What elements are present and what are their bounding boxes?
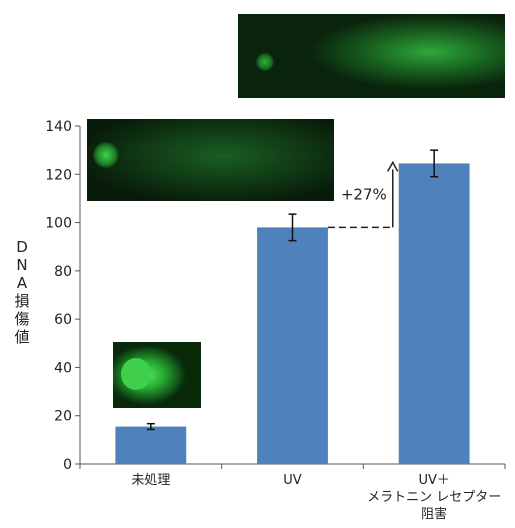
y-tick-label: 60 — [54, 312, 72, 328]
arrow-head — [387, 160, 399, 172]
y-tick-label: 40 — [54, 360, 72, 376]
comet-image-uv — [87, 119, 334, 201]
x-category-label: UV＋ — [418, 473, 449, 488]
bar — [115, 426, 187, 464]
y-tick-label: 20 — [54, 409, 72, 425]
y-axis-label-char: D — [16, 238, 28, 256]
comet-image-untreated — [113, 342, 201, 408]
y-tick-label: 140 — [45, 119, 72, 135]
increase-percent-label: +27% — [341, 185, 387, 203]
x-category-label: メラトニン レセプター — [367, 490, 501, 505]
y-tick-label: 120 — [45, 167, 72, 183]
y-axis-label-char: 傷 — [14, 310, 29, 328]
x-category-label: UV — [283, 473, 302, 488]
y-axis-label-char: 値 — [14, 328, 29, 346]
y-axis-label-char: A — [17, 274, 28, 292]
y-axis-label-char: N — [16, 256, 27, 274]
y-tick-label: 100 — [45, 216, 72, 232]
y-tick-label: 80 — [54, 264, 72, 280]
bars — [115, 149, 470, 464]
bar — [398, 163, 470, 464]
comet-image-melatonin-blocked — [238, 14, 505, 98]
x-category-label: 未処理 — [131, 473, 170, 488]
y-axis-label-char: 損 — [14, 292, 29, 310]
y-tick-label: 0 — [63, 457, 72, 473]
increase-annotation: +27% — [327, 160, 399, 229]
x-category-label: 阻害 — [421, 506, 447, 522]
bar — [257, 227, 328, 464]
